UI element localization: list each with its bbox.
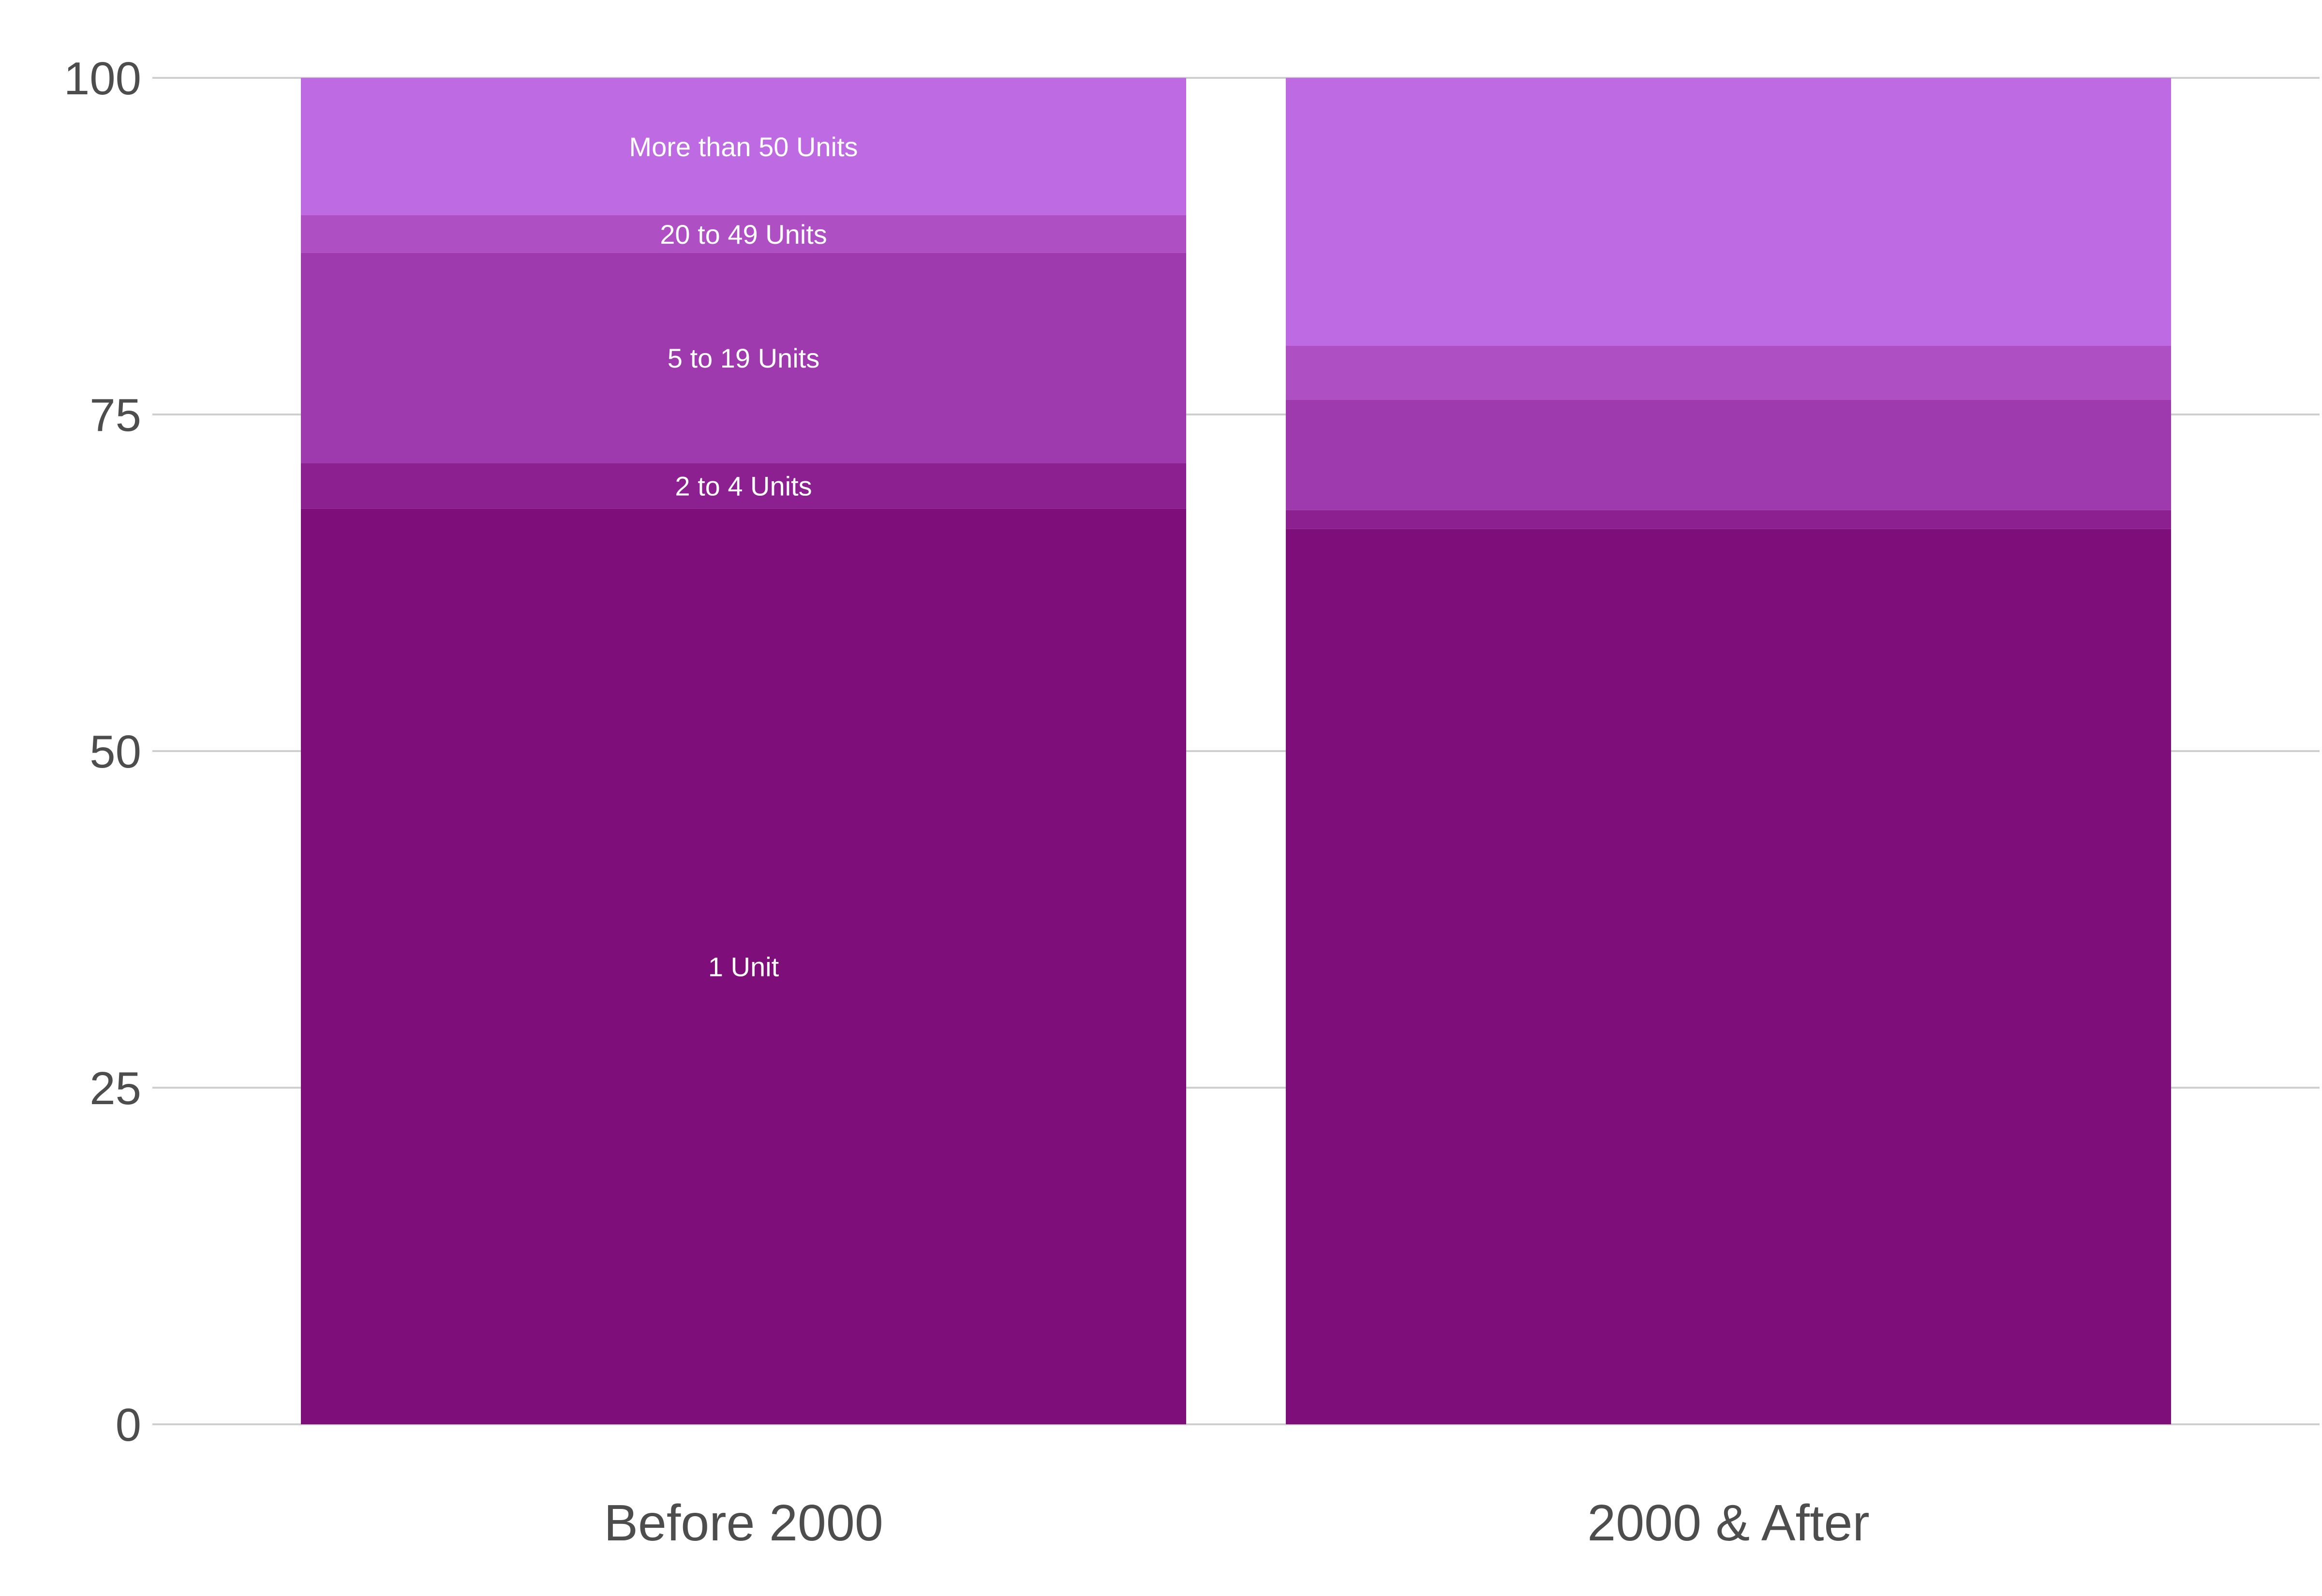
x-axis-category-labels: Before 2000 2000 & After [604,1494,1870,1552]
bar-segment-2000-and-after-3 [1286,346,2171,400]
y-tick-label-0: 0 [116,1399,141,1451]
y-tick-label-25: 25 [89,1063,141,1114]
segment-label-1: 2 to 4 Units [675,471,812,502]
y-tick-label-75: 75 [89,389,141,441]
bar-segment-before-2000-4 [301,78,1186,215]
y-axis-tick-labels: 0 25 50 75 100 [64,53,141,1451]
x-category-label-0: Before 2000 [604,1494,883,1552]
bar-segment-2000-and-after-2 [1286,399,2171,510]
segment-label-0: 1 Unit [708,951,779,982]
segment-label-4: More than 50 Units [629,132,858,162]
bar-segment-2000-and-after-1 [1286,510,2171,529]
bar-segment-before-2000-0 [301,508,1186,1424]
bar-segment-before-2000-2 [301,252,1186,463]
segment-labels: 1 Unit 2 to 4 Units 5 to 19 Units 20 to 49 … [629,132,858,982]
x-category-label-1: 2000 & After [1587,1494,1869,1552]
bar-segment-before-2000-1 [301,463,1186,509]
segment-label-2: 5 to 19 Units [668,343,819,373]
y-tick-label-100: 100 [64,53,141,104]
bars [301,78,2171,1424]
y-tick-label-50: 50 [89,726,141,778]
bar-segment-before-2000-3 [301,215,1186,253]
bar-segment-2000-and-after-4 [1286,78,2171,346]
bar-segment-2000-and-after-0 [1286,529,2171,1424]
segment-label-3: 20 to 49 Units [660,219,827,250]
